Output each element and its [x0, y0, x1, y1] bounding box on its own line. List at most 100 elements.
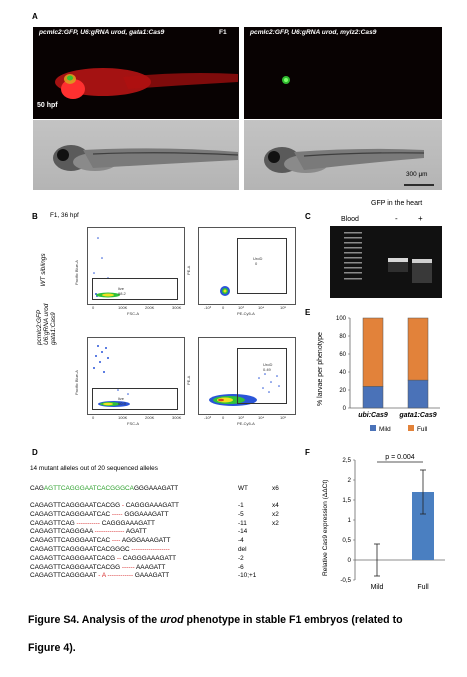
chart-f-ytick-label: 0: [348, 557, 352, 564]
chart-f: Relative Cas9 expression (ΔΔCt) -0,5 0 0,5…: [322, 454, 445, 591]
chart-e-legend-label: Mild: [379, 426, 391, 433]
chart-f-xtick-label: Mild: [371, 584, 384, 591]
logtick-wt-0: -10³: [204, 305, 212, 310]
allele-row: CAGAGTTCAGGGAATCACG -- CAGGGAAAGATT: [30, 555, 176, 562]
caption-gene: urod: [160, 614, 184, 626]
row-label-mutant-2: U6:gRNA urod: [43, 303, 50, 345]
pe-axis-label-mut: PE-A: [186, 375, 191, 385]
gate-live-value-mut: 60.9: [118, 401, 126, 406]
allele-count: x2: [272, 519, 279, 527]
chart-e-bar-full: [362, 317, 384, 387]
panel-label-b: B: [32, 212, 38, 221]
allele-row: CAGAGTTCAGGGAA -------------- AGATT: [30, 528, 147, 535]
allele-deletion: - A ------------: [96, 572, 135, 580]
tick-100k-mut: 100K: [118, 415, 128, 420]
genotype-label-left: pcmlc2:GFP, U6:gRNA urod, gata1:Cas9: [39, 29, 165, 36]
wt-seq-target: AGTTCAGGGAATCACGGGCA: [43, 485, 134, 492]
green-heart-larva: [282, 76, 290, 84]
logtick-wt-1: 0: [222, 305, 225, 310]
wt-count: x6: [272, 485, 279, 492]
chart-f-ylabel: Relative Cas9 expression (ΔΔCt): [322, 480, 329, 576]
chart-e-bar-mild: [362, 386, 384, 409]
fsc-axis-label-wt: FSC-A: [127, 311, 139, 316]
allele-seq-right: CAGGGAAAGATT: [122, 554, 177, 562]
pacific-axis-label-wt: Pacific Blue-A: [74, 260, 79, 285]
allele-deletion: ----: [110, 537, 122, 545]
allele-row: CAGAGTTCAGGGAATCACGGGC -----------------…: [30, 546, 172, 553]
allele-seq-right: GAAAGATT: [134, 572, 170, 580]
tick-300k-mut: 300K: [172, 415, 182, 420]
allele-deletion: ------: [120, 563, 137, 571]
pacific-axis-label-mut: Pacific Blue-A: [74, 370, 79, 395]
allele-seq-right: CAGGGAAAGATT: [101, 519, 155, 527]
row-label-wt: WT siblings: [40, 253, 47, 287]
gate-live-label-wt: live: [118, 286, 125, 291]
scale-label: 300 μm: [406, 171, 428, 178]
allele-row: CAGAGTTCAGGGAAT - A ------------ GAAAGAT…: [30, 572, 169, 579]
gate-live-wt: [92, 278, 178, 300]
chart-e-legend-swatch: [408, 425, 414, 431]
row-label-mutant-3: gata1:Cas9: [50, 312, 57, 345]
fluorescence-image-left: pcmlc2:GFP, U6:gRNA urod, gata1:Cas9 F1 …: [33, 27, 239, 119]
chart-e-ytick-label: 40: [339, 370, 346, 376]
allele-row: CAGAGTTCAGGGAATCAC ----- GGGAAAGATT: [30, 511, 169, 518]
allele-deletion: ------------------: [129, 546, 172, 553]
figure-caption-line1: Figure S4. Analysis of the urod phenotyp…: [28, 614, 403, 626]
allele-indel: del: [238, 546, 247, 553]
gel-minus-label: -: [395, 214, 398, 223]
allele-deletion: -: [120, 502, 126, 509]
facs-plot-mut-pe: UroD 0.49: [198, 337, 296, 415]
p-value-label: p = 0.004: [385, 454, 414, 461]
gate-urod-value-mut: 0.49: [263, 367, 271, 372]
allele-row: CAGAGTTCAGGGAATCACGG ------ AAAGATT: [30, 564, 165, 571]
panel-label-c: C: [305, 212, 311, 221]
tick-0-mut: 0: [92, 415, 95, 420]
logtick-wt-3: 10⁴: [258, 305, 265, 310]
chart-e-ytick-label: 20: [339, 388, 346, 394]
gate-live-value-wt: 98.2: [118, 291, 126, 296]
allele-seq-left: CAGAGTTCAGGGAATCAC: [30, 510, 111, 518]
chart-e-xtick-label: gata1:Cas9: [398, 412, 436, 419]
panel-label-a: A: [32, 12, 38, 21]
tick-200k-mut: 200K: [145, 415, 155, 420]
figure-caption-line2: Figure 4).: [28, 642, 76, 654]
logtick-mut-4: 10⁵: [280, 415, 287, 420]
allele-indel: -2: [238, 554, 244, 562]
allele-indel: -5: [238, 510, 244, 518]
chart-e-bar-full: [407, 317, 429, 381]
allele-seq-left: CAGAGTTCAGGGAATCACGG: [30, 563, 121, 571]
alleles-header: 14 mutant alleles out of 20 sequenced al…: [30, 465, 158, 472]
chart-f-xtick-label: Full: [417, 584, 429, 591]
allele-seq-left: CAGAGTTCAGGGAATCACGGGC: [30, 546, 130, 553]
chart-f-ytick-label: 2: [348, 477, 352, 484]
gate-urod-label-wt: UroD: [253, 256, 263, 261]
logtick-wt-2: 10³: [238, 305, 244, 310]
allele-deletion: -----------: [74, 519, 102, 527]
tick-0-wt: 0: [92, 305, 95, 310]
brightfield-larva-right: [264, 147, 434, 186]
red-fluorescent-larva: [55, 68, 238, 99]
panel-label-d: D: [32, 448, 38, 457]
gate-urod-wt: [237, 238, 287, 294]
pecy-axis-label-mut: PE-Cy5-A: [237, 421, 255, 426]
allele-seq-left: CAGAGTTCAG: [30, 519, 75, 527]
chart-e-ytick-label: 100: [336, 316, 347, 322]
brightfield-larva-left: [53, 145, 239, 171]
allele-deletion: --------------: [92, 528, 126, 536]
chart-f-ytick-label: 2,5: [342, 457, 351, 464]
gate-urod-label-mut: UroD: [263, 362, 273, 367]
gate-urod-value-wt: 0: [255, 261, 258, 266]
allele-indel: -6: [238, 563, 244, 571]
allele-indel: -10;+1: [238, 572, 257, 580]
chart-e-legend-label: Full: [417, 426, 427, 433]
wt-sequence: CAGAGTTCAGGGAATCACGGGCAGGGAAAGATT: [30, 485, 178, 492]
fsc-axis-label-mut: FSC-A: [127, 421, 139, 426]
fluorescence-image-right: pcmlc2:GFP, U6:gRNA urod, mylz2:Cas9: [244, 27, 442, 119]
wt-indel: WT: [238, 485, 248, 492]
row-label-mutant-1: pcmlc2:GFP: [36, 309, 43, 345]
allele-indel: -14: [238, 528, 248, 536]
row-label-mutant: pcmlc2:GFP U6:gRNA urod gata1:Cas9: [36, 304, 57, 345]
chart-e-ytick-label: 0: [343, 406, 347, 412]
logtick-mut-0: -10³: [204, 415, 212, 420]
mut-fsc-scatter: [93, 345, 130, 407]
